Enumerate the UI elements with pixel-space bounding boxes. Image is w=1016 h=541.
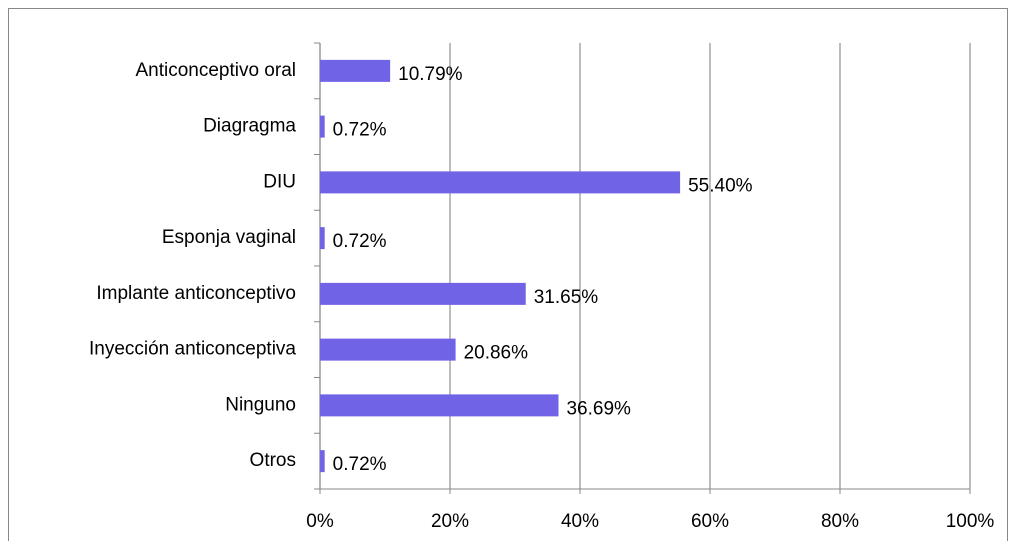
x-tick-label: 0% [306, 511, 334, 532]
y-tick-label: Implante anticonceptivo [96, 283, 296, 304]
y-tick-label: Ninguno [225, 394, 296, 415]
bar [320, 227, 325, 250]
value-label: 0.72% [333, 454, 387, 475]
bar [320, 115, 325, 138]
y-tick-label: Otros [250, 450, 296, 471]
x-tick-label: 100% [946, 511, 995, 532]
bar [320, 282, 526, 305]
y-tick-label: DIU [263, 171, 296, 192]
y-tick-label: Anticonceptivo oral [135, 60, 296, 81]
bar [320, 450, 325, 473]
bar [320, 394, 559, 417]
x-tick-label: 60% [691, 511, 729, 532]
value-label: 31.65% [534, 287, 599, 308]
y-tick-label: Diagragma [203, 116, 296, 137]
value-label: 36.69% [566, 398, 631, 419]
y-tick-label: Inyección anticonceptiva [89, 339, 296, 360]
x-tick-label: 80% [821, 511, 859, 532]
value-label: 20.86% [464, 343, 529, 364]
chart-border [8, 8, 1008, 541]
bar [320, 338, 456, 361]
y-tick-label: Esponja vaginal [162, 227, 296, 248]
x-tick-label: 20% [431, 511, 469, 532]
x-tick-label: 40% [561, 511, 599, 532]
value-label: 0.72% [333, 231, 387, 252]
value-label: 10.79% [398, 64, 463, 85]
value-label: 55.40% [688, 175, 753, 196]
bar [320, 171, 681, 194]
value-label: 0.72% [333, 120, 387, 141]
bar [320, 59, 391, 82]
